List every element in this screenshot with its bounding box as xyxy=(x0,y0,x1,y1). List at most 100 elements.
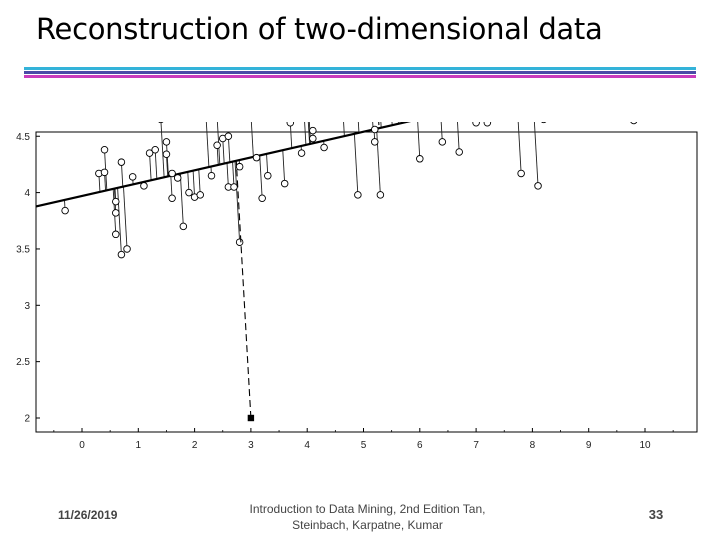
projection-line xyxy=(517,122,522,174)
data-point xyxy=(309,126,317,135)
data-point xyxy=(252,153,261,162)
projection-line xyxy=(533,122,539,186)
x-tick-label: 8 xyxy=(530,440,536,451)
projection-line xyxy=(160,122,165,178)
projection-line xyxy=(259,155,263,199)
footer-credit-line1: Introduction to Data Mining, 2nd Edition… xyxy=(249,502,486,516)
data-point xyxy=(151,146,159,154)
footer-date: 11/26/2019 xyxy=(58,508,118,522)
data-point xyxy=(472,122,480,127)
projection-line xyxy=(440,122,443,142)
outlier-projection-line xyxy=(235,160,252,419)
data-point xyxy=(483,122,492,127)
data-point xyxy=(185,188,193,197)
projection-line xyxy=(391,122,393,126)
data-point xyxy=(179,222,188,231)
y-tick-label: 2 xyxy=(24,414,30,425)
projection-line xyxy=(417,122,421,159)
data-point xyxy=(630,122,638,125)
x-tick-label: 0 xyxy=(79,440,85,451)
x-tick-label: 6 xyxy=(417,440,423,451)
outlier-point xyxy=(247,414,255,422)
data-point xyxy=(128,173,137,181)
projection-line xyxy=(149,153,152,181)
data-point xyxy=(224,132,233,140)
data-point xyxy=(213,141,221,150)
data-point xyxy=(123,245,131,253)
data-point xyxy=(541,122,547,124)
projection-line xyxy=(123,186,128,249)
title-divider-middle xyxy=(24,71,696,74)
data-point xyxy=(286,122,295,127)
projection-line xyxy=(170,175,173,199)
data-point xyxy=(534,182,542,190)
data-point xyxy=(117,250,126,259)
projection-line xyxy=(289,122,293,149)
projection-line xyxy=(154,149,158,179)
projection-line xyxy=(205,122,210,168)
projection-line xyxy=(198,169,201,195)
data-point xyxy=(100,168,109,177)
x-tick-label: 4 xyxy=(304,440,310,451)
data-point xyxy=(376,191,385,199)
projection-line xyxy=(308,122,312,144)
projection-line xyxy=(234,161,241,243)
projection-line xyxy=(307,122,311,145)
y-tick-label: 3 xyxy=(24,301,30,312)
projection-line xyxy=(282,150,286,184)
projection-line xyxy=(357,122,360,133)
data-point xyxy=(162,150,171,159)
data-point xyxy=(235,238,244,246)
data-point xyxy=(455,148,463,156)
data-point xyxy=(320,143,328,152)
projection-line xyxy=(304,122,307,145)
y-tick-label: 3.5 xyxy=(16,244,30,255)
data-point xyxy=(258,194,266,202)
x-tick-label: 3 xyxy=(248,440,254,451)
projection-line xyxy=(216,122,221,165)
x-tick-label: 10 xyxy=(639,440,651,451)
projection-line xyxy=(166,141,169,177)
data-point xyxy=(264,171,272,180)
footer-credit-line2: Steinbach, Karpatne, Kumar xyxy=(292,518,443,532)
data-point xyxy=(309,134,317,143)
data-point xyxy=(145,149,154,157)
data-point xyxy=(140,182,148,190)
projection-line xyxy=(222,138,225,164)
projection-line xyxy=(227,136,231,163)
data-point xyxy=(168,194,176,202)
footer-credit: Introduction to Data Mining, 2nd Edition… xyxy=(230,501,505,533)
projection-line xyxy=(120,162,124,187)
y-tick-label: 4 xyxy=(24,188,30,199)
title-divider-top xyxy=(24,67,696,70)
data-point xyxy=(117,158,126,166)
y-tick-label: 2.5 xyxy=(16,357,30,368)
projection-line xyxy=(457,122,460,153)
data-point xyxy=(112,197,120,206)
data-point xyxy=(517,169,525,178)
slide-title: Reconstruction of two-dimensional data xyxy=(36,12,603,46)
page-number: 33 xyxy=(648,507,664,522)
projection-line xyxy=(232,161,235,187)
x-tick-label: 5 xyxy=(361,440,367,451)
projection-line xyxy=(226,162,229,187)
data-point xyxy=(61,206,69,215)
data-point xyxy=(158,122,164,124)
y-tick-label: 4.5 xyxy=(16,132,30,143)
data-point xyxy=(162,138,171,146)
data-point xyxy=(196,191,204,199)
data-point xyxy=(438,138,447,146)
fit-line xyxy=(35,122,412,208)
title-divider-bottom xyxy=(24,75,696,78)
data-point xyxy=(371,138,379,146)
x-tick-label: 9 xyxy=(586,440,592,451)
data-point xyxy=(297,149,306,157)
x-tick-label: 2 xyxy=(192,440,198,451)
data-point xyxy=(168,169,176,178)
data-point xyxy=(235,162,244,171)
data-point xyxy=(207,171,216,180)
projection-line xyxy=(250,122,254,157)
x-tick-label: 1 xyxy=(136,440,142,451)
projection-line xyxy=(179,173,184,227)
